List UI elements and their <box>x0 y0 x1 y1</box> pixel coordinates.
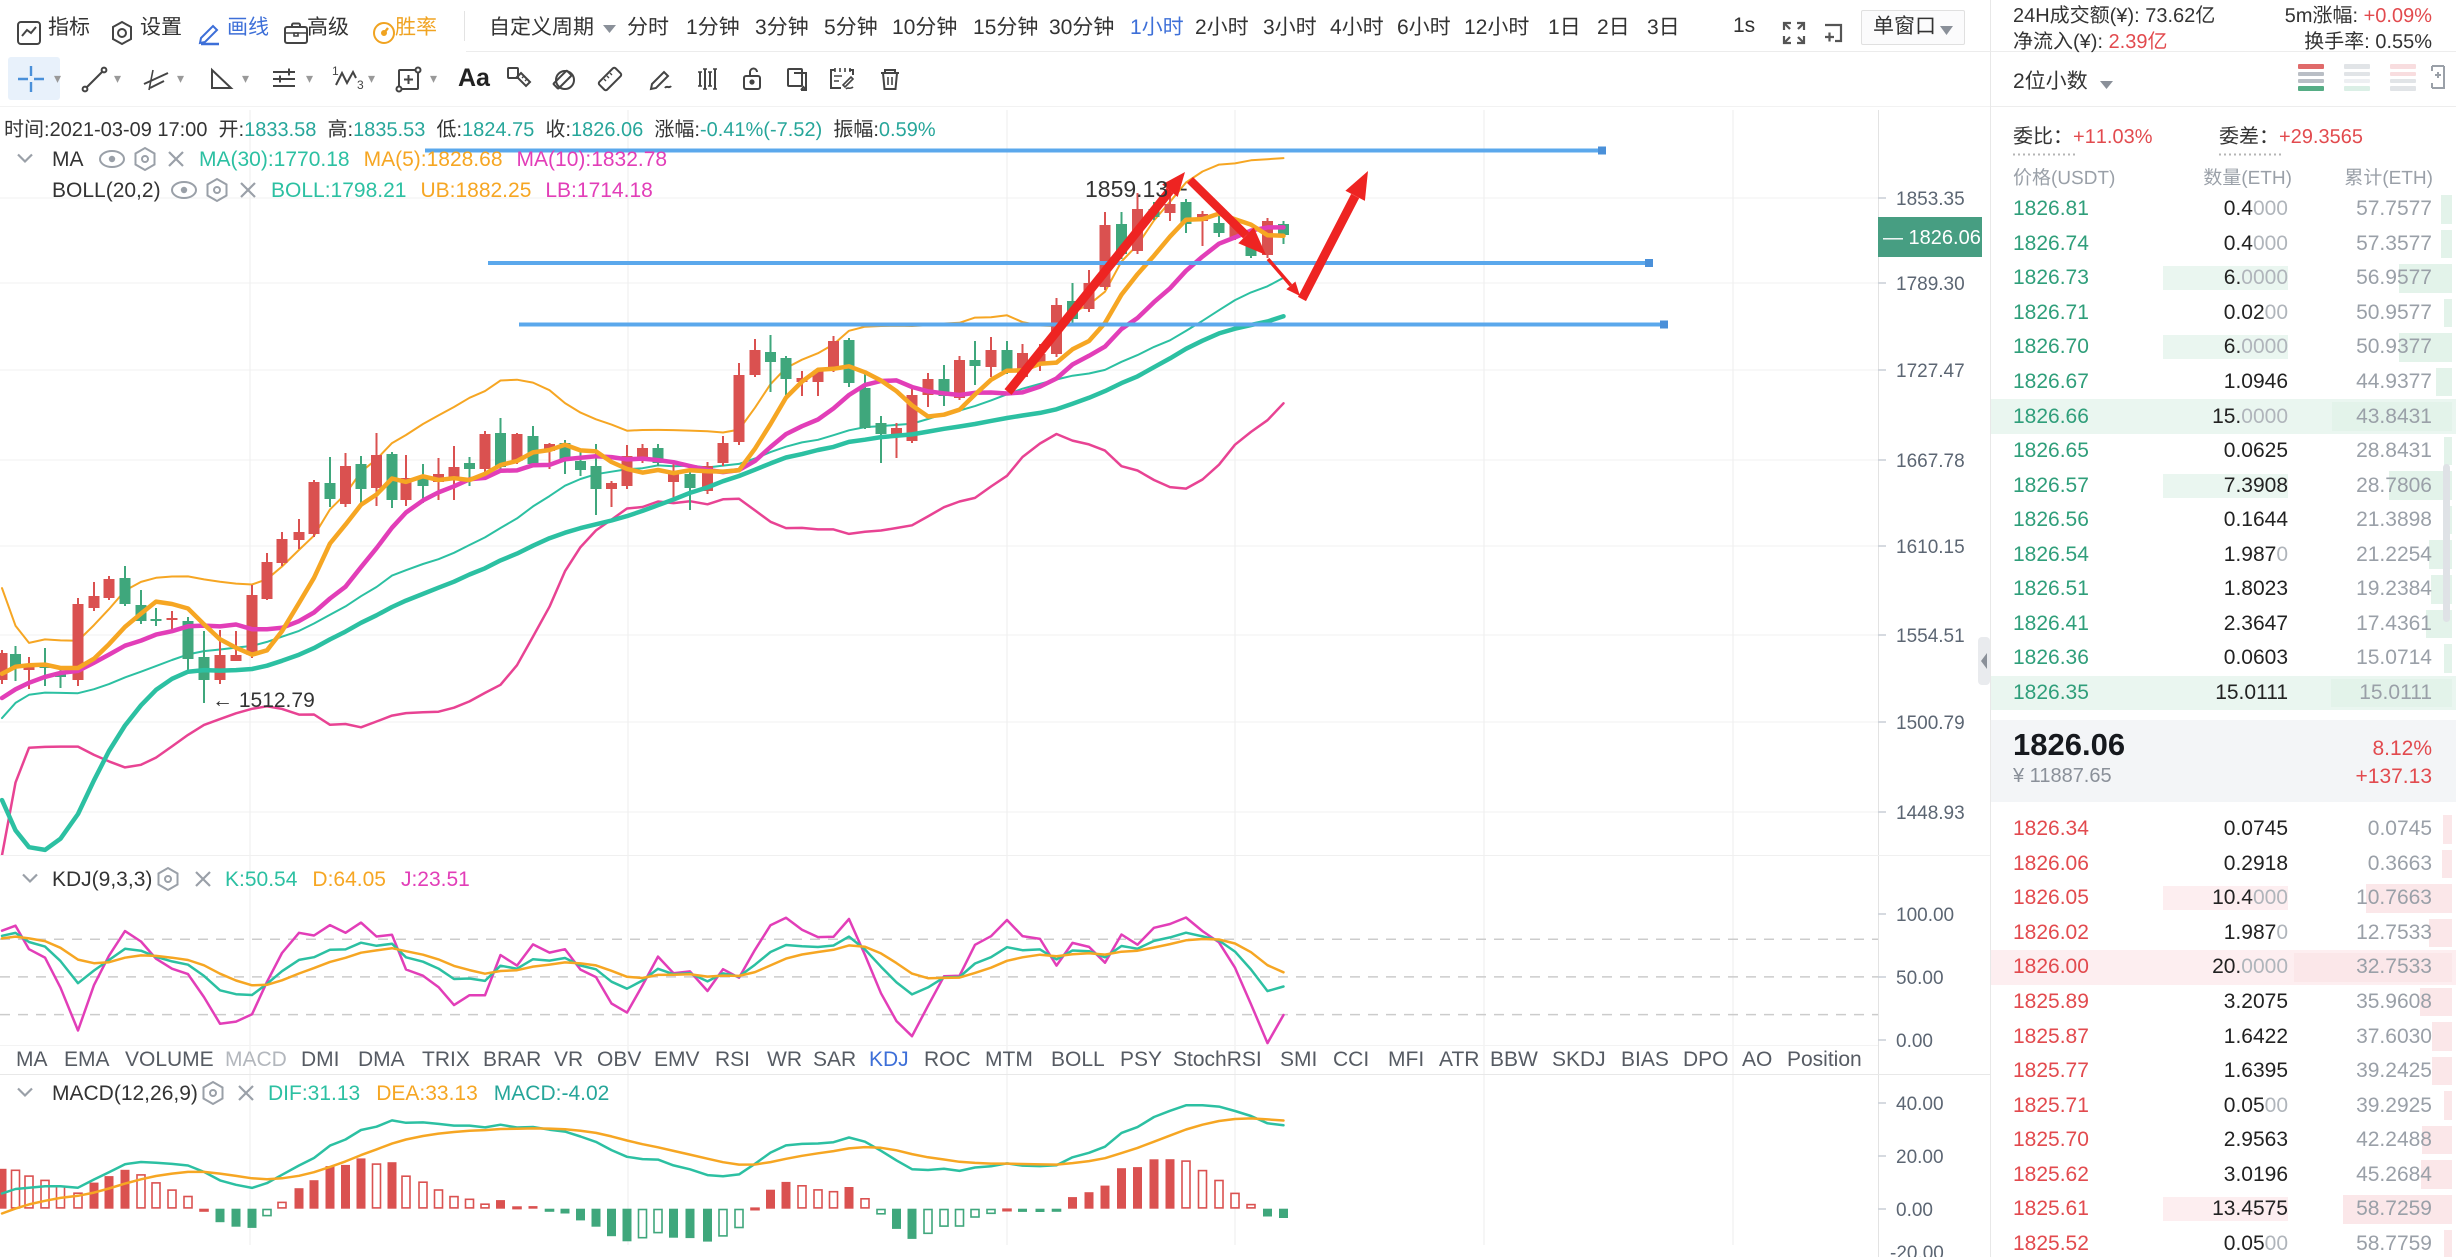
svg-text:MACD: MACD <box>225 1048 287 1071</box>
svg-text:DMI: DMI <box>301 1048 340 1071</box>
svg-text:VOLUME: VOLUME <box>125 1048 214 1071</box>
svg-text:1610.15: 1610.15 <box>1896 537 1965 558</box>
svg-text:KDJ(9,3,3): KDJ(9,3,3) <box>52 868 152 891</box>
svg-text:MA: MA <box>52 148 84 171</box>
svg-text:SMI: SMI <box>1280 1048 1317 1071</box>
svg-text:50.00: 50.00 <box>1896 968 1944 989</box>
svg-text:BIAS: BIAS <box>1621 1048 1669 1071</box>
svg-text:1448.93: 1448.93 <box>1896 803 1965 824</box>
svg-text:StochRSI: StochRSI <box>1173 1048 1262 1071</box>
svg-text:0.00: 0.00 <box>1896 1200 1933 1221</box>
svg-text:Position: Position <box>1787 1048 1862 1071</box>
svg-text:1853.35: 1853.35 <box>1896 189 1965 210</box>
svg-text:PSY: PSY <box>1120 1048 1162 1071</box>
svg-text:TRIX: TRIX <box>422 1048 470 1071</box>
svg-text:CCI: CCI <box>1333 1048 1369 1071</box>
svg-text:1789.30: 1789.30 <box>1896 274 1965 295</box>
svg-text:WR: WR <box>767 1048 802 1071</box>
svg-text:OBV: OBV <box>597 1048 641 1071</box>
svg-text:SKDJ: SKDJ <box>1552 1048 1606 1071</box>
svg-text:BOLL: BOLL <box>1051 1048 1105 1071</box>
svg-text:MACD(12,26,9): MACD(12,26,9) <box>52 1082 198 1105</box>
svg-text:MTM: MTM <box>985 1048 1033 1071</box>
svg-text:1859.13: 1859.13 <box>1085 176 1168 202</box>
svg-text:ATR: ATR <box>1439 1048 1479 1071</box>
svg-text:3: 3 <box>357 78 364 92</box>
svg-text:40.00: 40.00 <box>1896 1094 1944 1115</box>
svg-text:EMA: EMA <box>64 1048 110 1071</box>
svg-text:DPO: DPO <box>1683 1048 1729 1071</box>
svg-text:EMV: EMV <box>654 1048 700 1071</box>
svg-text:-: - <box>1180 175 1188 201</box>
svg-text:1554.51: 1554.51 <box>1896 626 1965 647</box>
svg-text:MA: MA <box>16 1048 48 1071</box>
svg-text:1: 1 <box>332 64 339 78</box>
svg-text:1727.47: 1727.47 <box>1896 361 1965 382</box>
svg-text:BOLL(20,2): BOLL(20,2) <box>52 179 161 202</box>
svg-text:0.00: 0.00 <box>1896 1031 1933 1052</box>
svg-text:— 1826.06: — 1826.06 <box>1883 227 1981 249</box>
svg-text:K:50.54D:64.05J:23.51: K:50.54 D:64.05 J:23.51 <box>225 868 470 891</box>
svg-text:-20.00: -20.00 <box>1890 1243 1944 1257</box>
svg-text:100.00: 100.00 <box>1896 905 1954 926</box>
svg-text:ROC: ROC <box>924 1048 971 1071</box>
svg-text:1667.78: 1667.78 <box>1896 451 1965 472</box>
svg-text:KDJ: KDJ <box>869 1048 909 1071</box>
svg-text:BRAR: BRAR <box>483 1048 541 1071</box>
svg-text:DMA: DMA <box>358 1048 405 1071</box>
svg-text:SAR: SAR <box>813 1048 856 1071</box>
svg-text:RSI: RSI <box>715 1048 750 1071</box>
svg-text:MFI: MFI <box>1388 1048 1424 1071</box>
svg-text:BBW: BBW <box>1490 1048 1538 1071</box>
svg-text:1500.79: 1500.79 <box>1896 713 1965 734</box>
svg-text:VR: VR <box>554 1048 583 1071</box>
svg-text:AO: AO <box>1742 1048 1772 1071</box>
svg-text:← 1512.79: ← 1512.79 <box>212 689 315 712</box>
svg-text:20.00: 20.00 <box>1896 1147 1944 1168</box>
